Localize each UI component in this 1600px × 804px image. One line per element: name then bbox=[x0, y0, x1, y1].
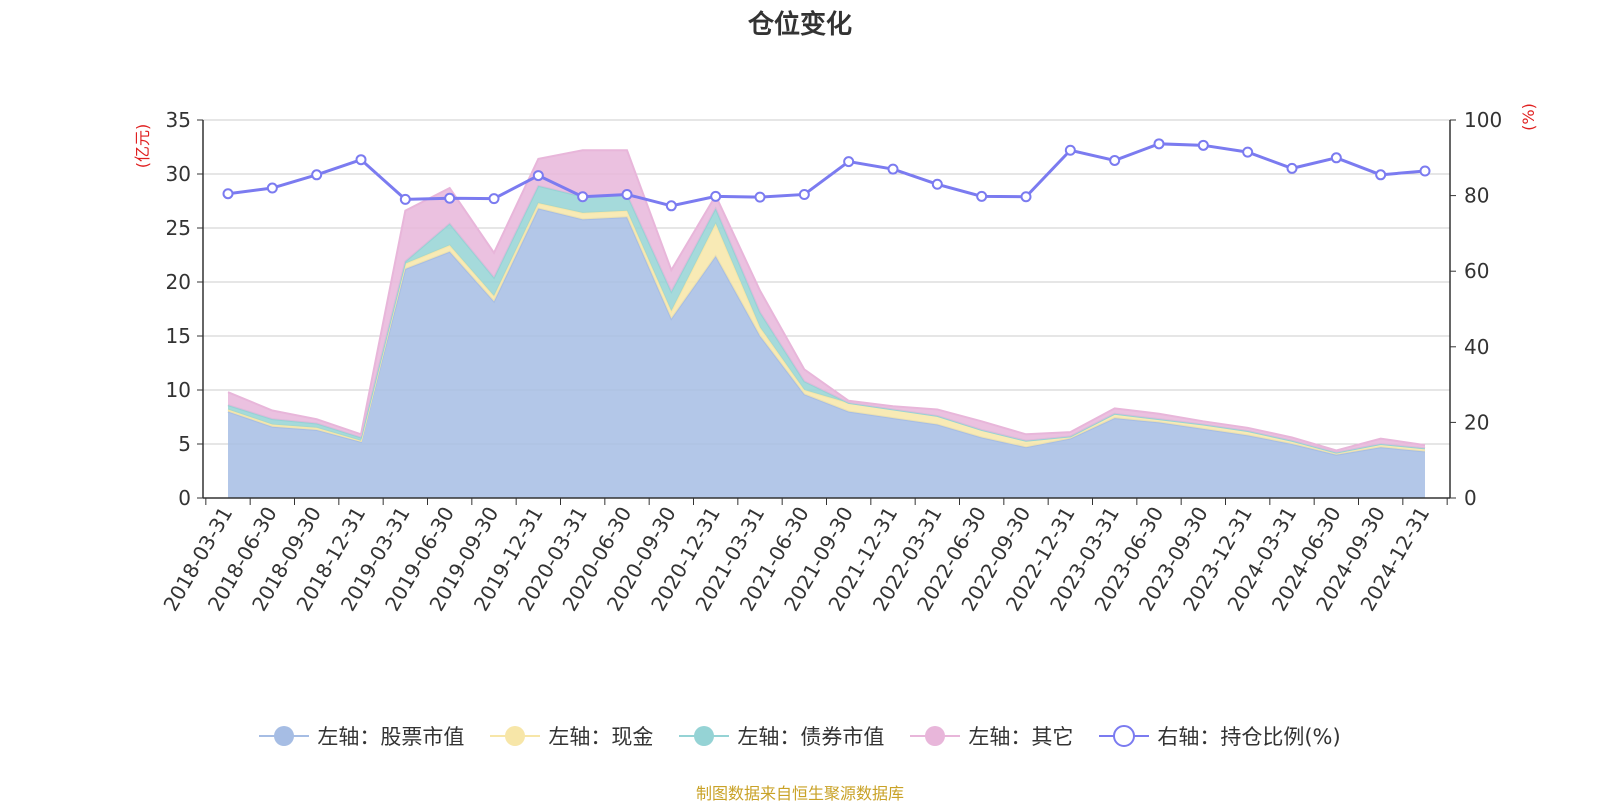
ratio-point bbox=[1109, 154, 1121, 166]
ratio-point bbox=[355, 154, 367, 166]
y-tick-label-left: 20 bbox=[166, 270, 191, 294]
y-tick-label-right: 80 bbox=[1464, 184, 1489, 208]
y-tick-label-right: 0 bbox=[1464, 486, 1477, 510]
legend-swatch-ratio bbox=[1099, 725, 1150, 747]
ratio-point bbox=[311, 169, 323, 181]
ratio-point bbox=[754, 191, 766, 203]
chart-title: 仓位变化 bbox=[747, 10, 852, 40]
ratio-point bbox=[1153, 138, 1165, 150]
legend-item-other[interactable]: 左轴：其它 bbox=[910, 721, 1073, 751]
ratio-point bbox=[931, 178, 943, 190]
ratio-point bbox=[1064, 144, 1076, 156]
ratio-point bbox=[1020, 191, 1032, 203]
ratio-point bbox=[887, 163, 899, 175]
ratio-point bbox=[665, 200, 677, 212]
legend-swatch-stock bbox=[259, 726, 310, 746]
area-stock bbox=[228, 208, 1425, 498]
ratio-point bbox=[710, 190, 722, 202]
ratio-point bbox=[843, 156, 855, 168]
y-axis-right-unit: (%) bbox=[1519, 103, 1538, 131]
legend-label: 左轴：股票市值 bbox=[317, 725, 465, 749]
legend-label: 左轴：其它 bbox=[968, 725, 1074, 749]
ratio-point bbox=[1330, 152, 1342, 164]
legend-label: 左轴：债券市值 bbox=[737, 725, 885, 749]
ratio-point bbox=[222, 188, 234, 200]
legend-swatch-marker bbox=[694, 726, 715, 746]
ratio-point bbox=[1197, 139, 1209, 151]
legend-item-bond[interactable]: 左轴：债券市值 bbox=[679, 721, 884, 751]
y-tick-label-left: 0 bbox=[178, 486, 191, 510]
ratio-point bbox=[621, 188, 633, 200]
ratio-point bbox=[399, 193, 411, 205]
y-tick-label-right: 60 bbox=[1464, 259, 1489, 283]
ratio-point bbox=[266, 182, 278, 194]
ratio-point bbox=[444, 192, 456, 204]
ratio-point bbox=[577, 191, 589, 203]
legend-item-ratio[interactable]: 右轴：持仓比例(%) bbox=[1099, 721, 1341, 751]
ratio-point bbox=[1375, 169, 1387, 181]
y-tick-label-right: 100 bbox=[1464, 108, 1502, 132]
legend-swatch-bond bbox=[679, 726, 730, 746]
legend-label: 右轴：持仓比例(%) bbox=[1157, 725, 1341, 749]
y-tick-label-left: 5 bbox=[178, 432, 191, 456]
y-tick-label-left: 15 bbox=[166, 324, 191, 348]
legend-swatch-marker bbox=[505, 726, 526, 746]
y-tick-label-right: 40 bbox=[1464, 335, 1489, 359]
ratio-point bbox=[976, 190, 988, 202]
ratio-point bbox=[1419, 165, 1431, 177]
legend-label: 左轴：现金 bbox=[548, 725, 654, 749]
y-axis-left-unit: (亿元) bbox=[133, 124, 152, 169]
legend-swatch-cash bbox=[490, 726, 541, 746]
legend-swatch-marker bbox=[274, 726, 295, 746]
ratio-point bbox=[1242, 146, 1254, 158]
ratio-point bbox=[1286, 162, 1298, 174]
y-tick-label-left: 30 bbox=[166, 162, 191, 186]
y-tick-label-right: 20 bbox=[1464, 410, 1489, 434]
y-tick-label-left: 10 bbox=[166, 378, 191, 402]
legend-swatch-marker bbox=[1113, 725, 1136, 747]
legend-item-stock[interactable]: 左轴：股票市值 bbox=[259, 721, 464, 751]
legend-swatch-other bbox=[910, 726, 961, 746]
ratio-point bbox=[488, 193, 500, 205]
legend-swatch-marker bbox=[925, 726, 946, 746]
ratio-point bbox=[798, 188, 810, 200]
legend-item-cash[interactable]: 左轴：现金 bbox=[490, 721, 653, 751]
line-ratio bbox=[227, 142, 1426, 208]
y-tick-label-left: 25 bbox=[166, 216, 191, 240]
ratio-point bbox=[532, 170, 544, 182]
source-note: 制图数据来自恒生聚源数据库 bbox=[695, 784, 904, 803]
chart-legend: 左轴：股票市值 左轴：现金 左轴：债券市值 左轴：其它 右轴：持仓比例(%) bbox=[0, 721, 1600, 751]
y-tick-label-left: 35 bbox=[166, 108, 191, 132]
